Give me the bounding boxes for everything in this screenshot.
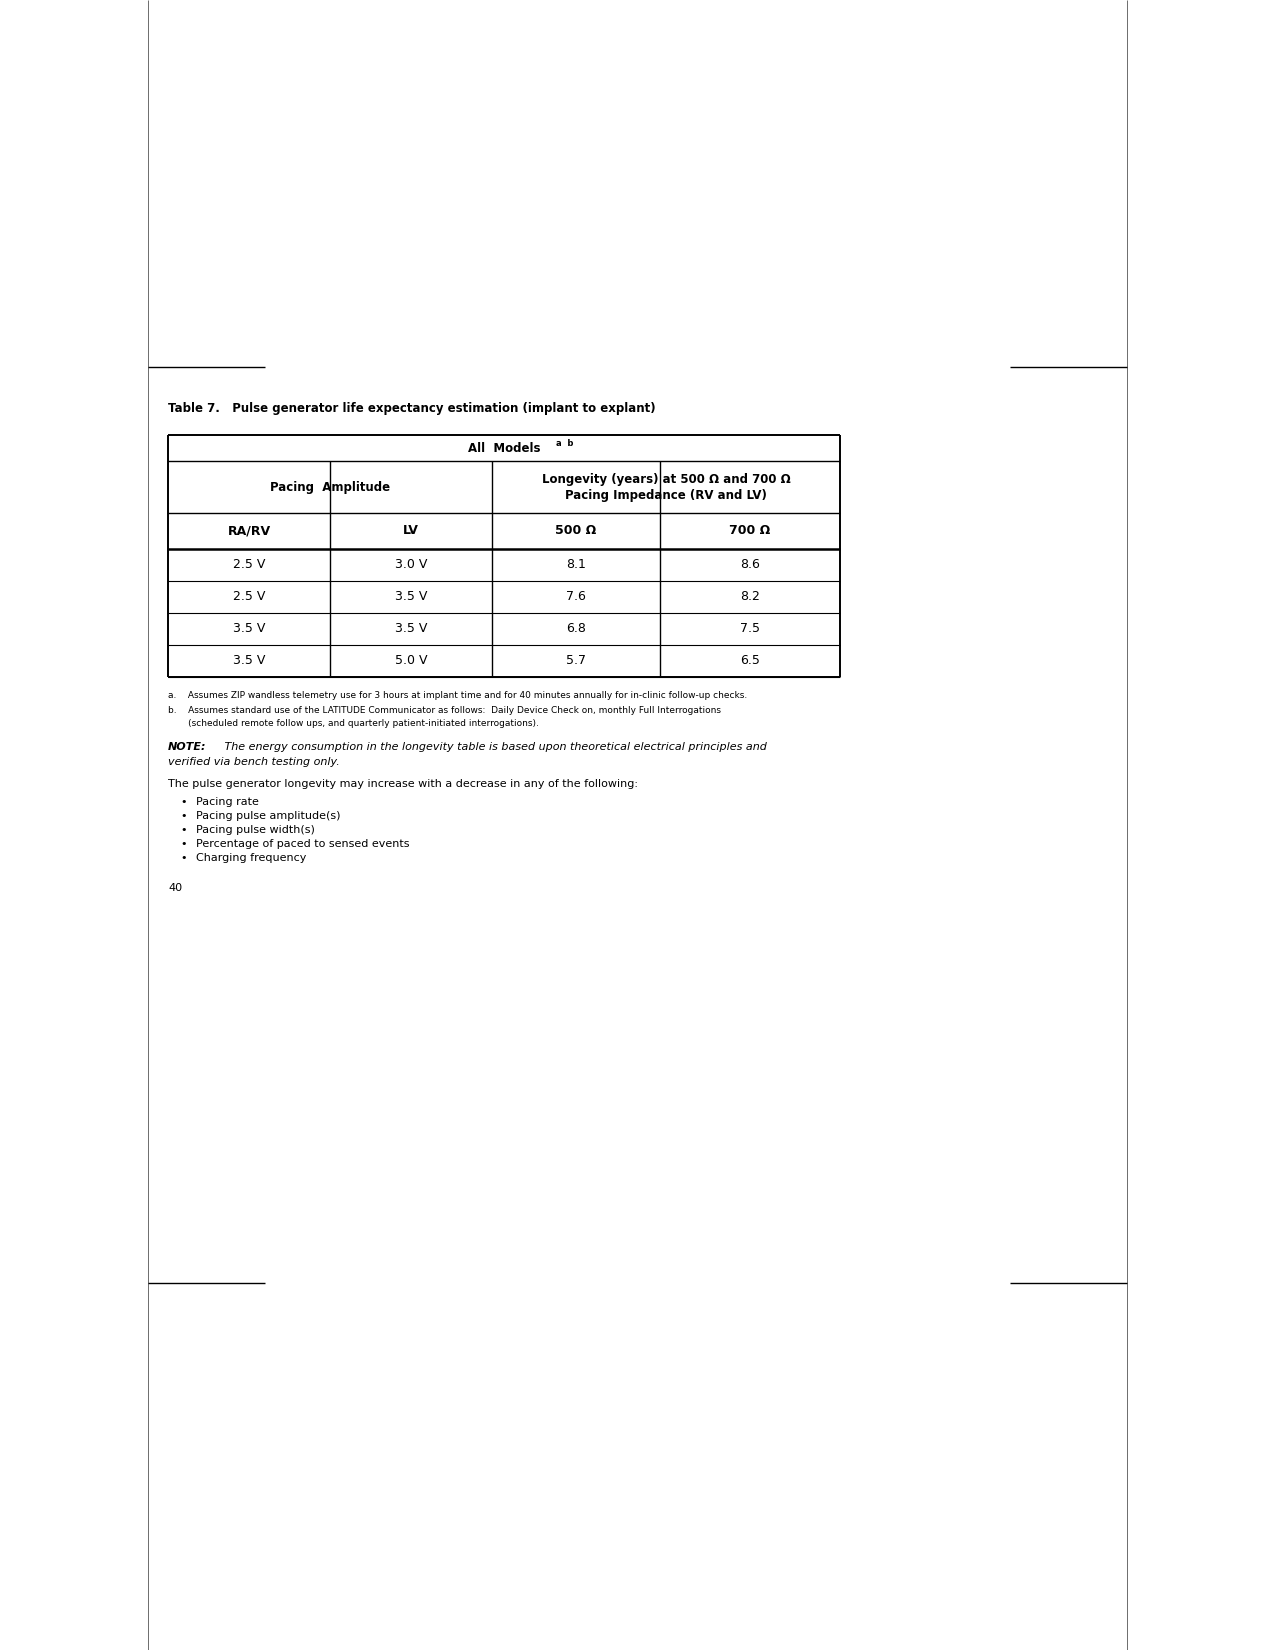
Text: 5.0 V: 5.0 V <box>395 655 427 668</box>
Text: 3.5 V: 3.5 V <box>395 622 427 635</box>
Text: 500 Ω: 500 Ω <box>556 525 597 538</box>
Text: •: • <box>181 812 187 822</box>
Text: (scheduled remote follow ups, and quarterly patient-initiated interrogations).: (scheduled remote follow ups, and quarte… <box>168 719 539 728</box>
Text: All  Models: All Models <box>468 442 541 454</box>
Text: 40: 40 <box>168 883 182 893</box>
Text: The pulse generator longevity may increase with a decrease in any of the followi: The pulse generator longevity may increa… <box>168 779 638 789</box>
Text: 2.5 V: 2.5 V <box>233 558 265 571</box>
Text: Pacing rate: Pacing rate <box>196 797 259 807</box>
Text: RA/RV: RA/RV <box>227 525 270 538</box>
Text: verified via bench testing only.: verified via bench testing only. <box>168 757 339 767</box>
Text: b.    Assumes standard use of the LATITUDE Communicator as follows:  Daily Devic: b. Assumes standard use of the LATITUDE … <box>168 706 720 714</box>
Text: 3.5 V: 3.5 V <box>233 655 265 668</box>
Text: 3.5 V: 3.5 V <box>233 622 265 635</box>
Text: Pacing pulse amplitude(s): Pacing pulse amplitude(s) <box>196 812 340 822</box>
Text: NOTE:: NOTE: <box>168 742 207 752</box>
Text: 8.1: 8.1 <box>566 558 586 571</box>
Text: Table 7.   Pulse generator life expectancy estimation (implant to explant): Table 7. Pulse generator life expectancy… <box>168 403 655 416</box>
Text: a.    Assumes ZIP wandless telemetry use for 3 hours at implant time and for 40 : a. Assumes ZIP wandless telemetry use fo… <box>168 691 747 700</box>
Text: 7.5: 7.5 <box>740 622 760 635</box>
Text: 6.8: 6.8 <box>566 622 586 635</box>
Text: 3.5 V: 3.5 V <box>395 591 427 604</box>
Text: Pacing  Amplitude: Pacing Amplitude <box>270 480 390 493</box>
Text: 8.2: 8.2 <box>740 591 760 604</box>
Text: Longevity (years) at 500 Ω and 700 Ω: Longevity (years) at 500 Ω and 700 Ω <box>542 474 790 487</box>
Text: Pacing pulse width(s): Pacing pulse width(s) <box>196 825 315 835</box>
Text: •: • <box>181 825 187 835</box>
Text: Pacing Impedance (RV and LV): Pacing Impedance (RV and LV) <box>565 490 768 503</box>
Text: 6.5: 6.5 <box>740 655 760 668</box>
Text: 2.5 V: 2.5 V <box>233 591 265 604</box>
Text: The energy consumption in the longevity table is based upon theoretical electric: The energy consumption in the longevity … <box>214 742 766 752</box>
Text: a  b: a b <box>556 439 574 447</box>
Text: 3.0 V: 3.0 V <box>395 558 427 571</box>
Text: Charging frequency: Charging frequency <box>196 853 306 863</box>
Text: 700 Ω: 700 Ω <box>729 525 770 538</box>
Text: •: • <box>181 838 187 850</box>
Text: LV: LV <box>403 525 419 538</box>
Text: •: • <box>181 797 187 807</box>
Text: 8.6: 8.6 <box>740 558 760 571</box>
Text: •: • <box>181 853 187 863</box>
Text: 5.7: 5.7 <box>566 655 586 668</box>
Text: 7.6: 7.6 <box>566 591 586 604</box>
Text: Percentage of paced to sensed events: Percentage of paced to sensed events <box>196 838 409 850</box>
